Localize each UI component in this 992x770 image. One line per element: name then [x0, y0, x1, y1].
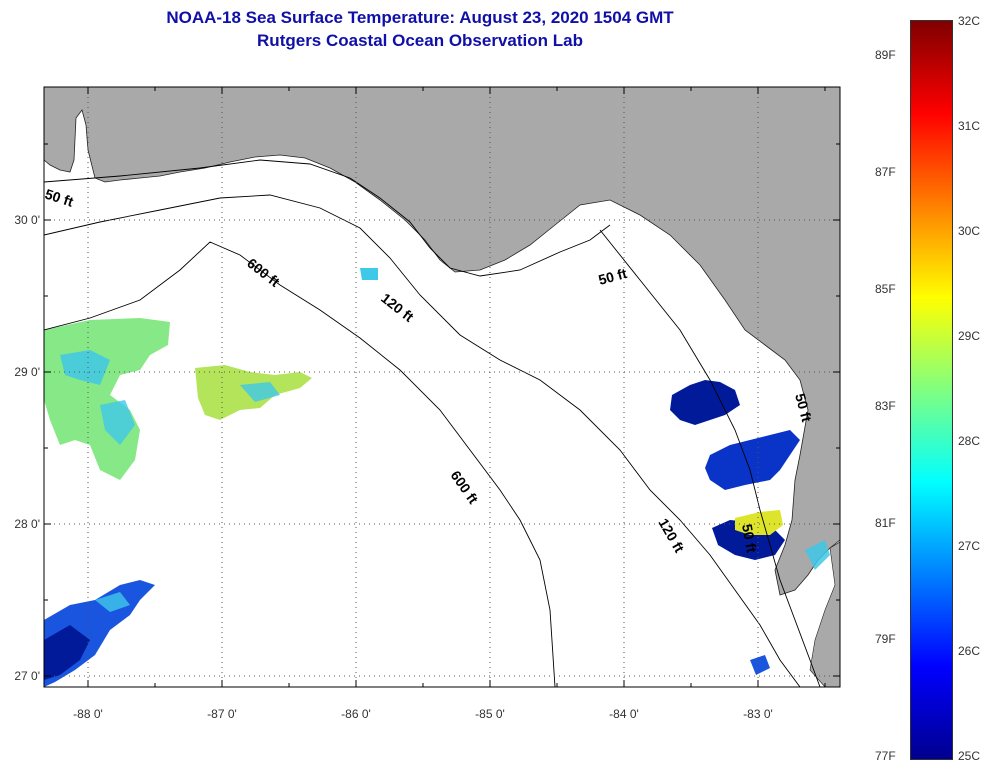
colorbar-celsius-tick: 31C [958, 119, 981, 133]
lon-label: -87 0' [207, 707, 237, 721]
colorbar-fahrenheit-tick: 87F [875, 165, 896, 179]
lon-label: -85 0' [475, 707, 505, 721]
colorbar-celsius-tick: 29C [958, 329, 981, 343]
lat-label: 27 0' [14, 669, 40, 683]
lon-tick-marks [87, 87, 826, 687]
colorbar-fahrenheit-tick: 77F [875, 749, 896, 763]
colorbar-celsius-tick: 26C [958, 644, 981, 658]
sst-patch-small [360, 268, 378, 280]
colorbar-fahrenheit-tick: 81F [875, 516, 896, 530]
depth-contours [44, 159, 821, 687]
graticule [44, 87, 840, 687]
colorbar-celsius-tick: 30C [958, 224, 981, 238]
sst-patch-west [44, 318, 170, 480]
sst-patch-south [44, 580, 155, 687]
temperature-colorbar [910, 20, 953, 760]
lat-label: 28 0' [14, 517, 40, 531]
lat-tick-marks [44, 143, 840, 677]
lon-label: -84 0' [609, 707, 639, 721]
colorbar-fahrenheit-tick: 85F [875, 282, 896, 296]
contour-label-50ft-coast: 50 ft [792, 392, 815, 424]
lon-label: -88 0' [73, 707, 103, 721]
colorbar-fahrenheit-tick: 79F [875, 632, 896, 646]
lon-label: -83 0' [743, 707, 773, 721]
colorbar-celsius-tick: 27C [958, 539, 981, 553]
sst-patch-center [195, 365, 312, 420]
colorbar-fahrenheit-tick: 83F [875, 399, 896, 413]
contour-label-50ft-east: 50 ft [597, 265, 629, 288]
contour-label-50ft-south: 50 ft [739, 523, 760, 554]
lat-label: 30 0' [14, 213, 40, 227]
lat-label: 29 0' [14, 365, 40, 379]
lon-label: -86 0' [341, 707, 371, 721]
sst-patch-coastal [670, 380, 830, 675]
colorbar-celsius-tick: 28C [958, 434, 981, 448]
colorbar-celsius-tick: 25C [958, 749, 981, 763]
colorbar-fahrenheit-tick: 89F [875, 48, 896, 62]
colorbar-celsius-tick: 32C [958, 14, 981, 28]
land-mass [44, 87, 840, 596]
map-subtitle: Rutgers Coastal Ocean Observation Lab [257, 31, 583, 50]
map-frame [43, 86, 841, 688]
map-title: NOAA-18 Sea Surface Temperature: August … [166, 8, 674, 27]
